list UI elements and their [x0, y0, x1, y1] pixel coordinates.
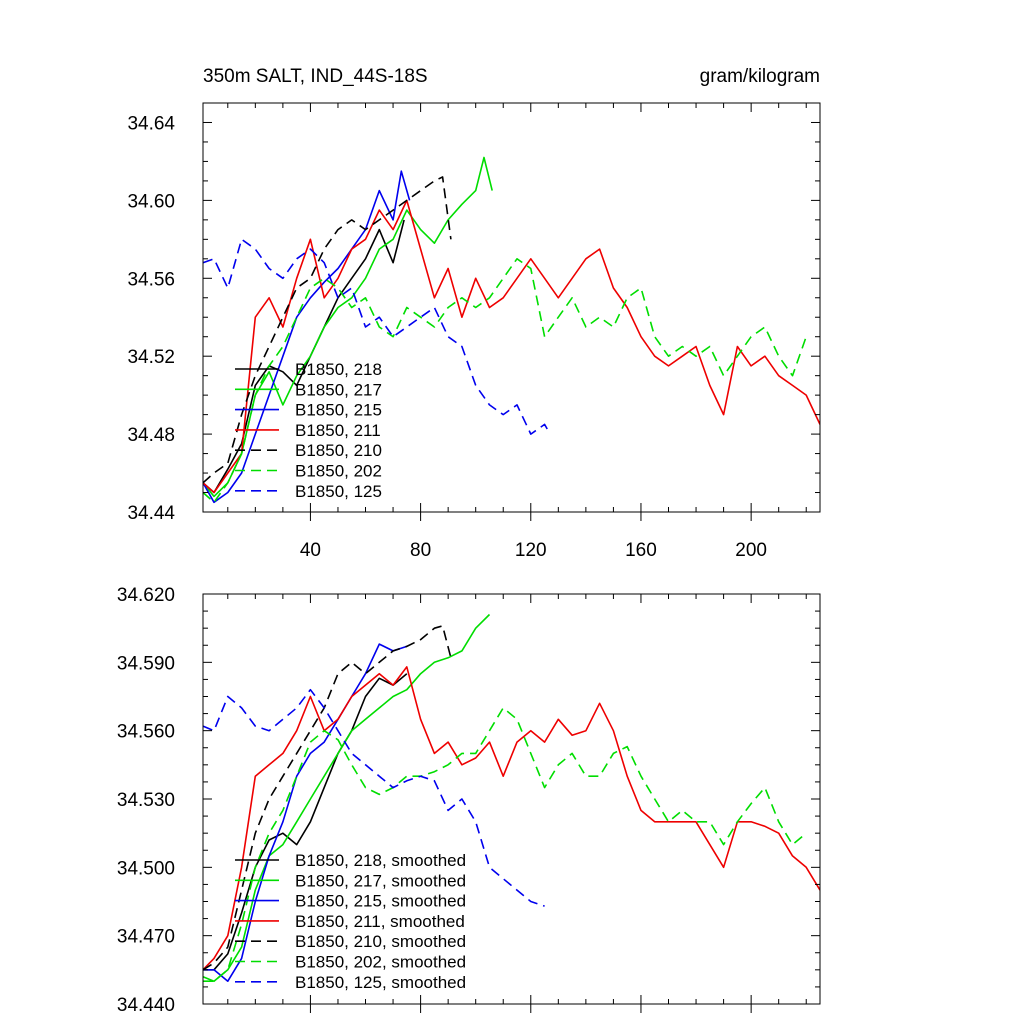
legend-label: B1850, 210	[295, 441, 382, 460]
series-line-1-5	[203, 707, 807, 983]
y-tick-label: 34.500	[117, 858, 175, 879]
y-tick-label: 34.590	[117, 653, 175, 674]
y-tick-label: 34.560	[117, 722, 175, 743]
y-tick-label: 34.64	[127, 113, 175, 134]
legend-label: B1850, 215	[295, 401, 382, 420]
chart-title: 350m SALT, IND_44S-18S	[203, 66, 428, 87]
y-tick-label: 34.440	[117, 995, 175, 1016]
legend-label: B1850, 125	[295, 482, 382, 501]
series-line-0-3	[203, 199, 820, 494]
series-line-1-6	[203, 688, 545, 907]
legend-label: B1850, 218, smoothed	[295, 851, 466, 870]
x-tick-label: 40	[300, 540, 321, 561]
y-tick-label: 34.52	[127, 347, 175, 368]
legend-label: B1850, 202	[295, 462, 382, 481]
series-line-0-1	[203, 156, 493, 498]
series-line-0-5	[203, 257, 807, 504]
x-tick-label: 120	[515, 540, 547, 561]
top-chart: 34.44 34.48 34.52 34.56 34.60 34.64 40 80 120 160…	[127, 102, 821, 561]
y-tick-label: 34.530	[117, 790, 175, 811]
legend-label: B1850, 217, smoothed	[295, 871, 466, 890]
y-tick-label: 34.48	[127, 425, 175, 446]
chart-units: gram/kilogram	[700, 66, 820, 87]
plot-frame-0	[202, 102, 821, 513]
legend-label: B1850, 202, smoothed	[295, 953, 466, 972]
x-tick-label: 200	[735, 540, 767, 561]
legend-label: B1850, 211, smoothed	[295, 912, 465, 931]
series-line-1-3	[203, 666, 820, 971]
y-tick-label: 34.620	[117, 585, 175, 606]
legend-label: B1850, 215, smoothed	[295, 892, 466, 911]
legend-label: B1850, 217	[295, 380, 382, 399]
series-line-0-0	[203, 219, 405, 494]
y-tick-label: 34.44	[127, 503, 175, 524]
bottom-chart: 34.440 34.470 34.500 34.530 34.560 34.590 34.6…	[117, 585, 821, 1016]
series-line-1-2	[203, 643, 408, 983]
series-line-0-6	[203, 238, 551, 435]
legend-label: B1850, 125, smoothed	[295, 973, 466, 992]
x-tick-label: 80	[410, 540, 431, 561]
y-tick-label: 34.60	[127, 191, 175, 212]
legend-label: B1850, 211	[295, 421, 381, 440]
series-line-0-2	[203, 170, 411, 504]
y-tick-label: 34.470	[117, 927, 175, 948]
y-tick-label: 34.56	[127, 269, 175, 290]
series-line-0-4	[203, 176, 452, 484]
legend-label: B1850, 218	[295, 360, 382, 379]
legend-label: B1850, 210, smoothed	[295, 932, 466, 951]
x-tick-label: 160	[625, 540, 657, 561]
series-line-1-0	[203, 673, 408, 971]
